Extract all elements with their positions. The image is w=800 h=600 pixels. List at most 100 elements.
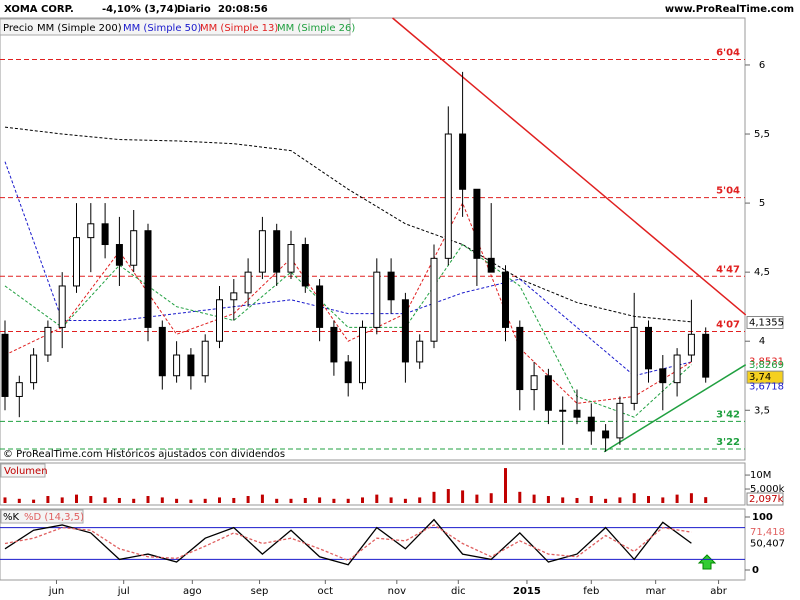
candle-body xyxy=(101,223,109,246)
candle-body xyxy=(444,133,452,259)
volume-bar xyxy=(446,489,450,503)
legend-entry: MM (Simple 26) xyxy=(277,23,355,34)
volume-bar xyxy=(132,498,136,503)
trend-line xyxy=(392,17,747,316)
candle-body xyxy=(559,409,567,412)
legend-box xyxy=(0,18,351,36)
legend-entry: MM (Simple 13) xyxy=(200,23,278,34)
legend-entry: MM (Simple 50) xyxy=(123,23,201,34)
candle-body xyxy=(287,244,295,273)
y-tick-label: 5,5 xyxy=(754,129,770,140)
price-tag-label: 4,1355 xyxy=(749,317,784,328)
candle-body xyxy=(473,188,481,259)
volume-bar xyxy=(203,498,207,503)
volume-bar xyxy=(17,498,21,503)
candle-body xyxy=(258,230,266,273)
stoch-panel xyxy=(0,508,746,581)
price-tag xyxy=(746,315,784,329)
volume-bar xyxy=(689,493,693,503)
volume-bar xyxy=(604,498,608,503)
volume-bar xyxy=(117,497,121,503)
candle-body xyxy=(216,299,223,342)
x-tick-label: jun xyxy=(48,586,64,597)
volume-bar xyxy=(289,498,293,503)
volume-panel xyxy=(0,462,746,506)
candle-body xyxy=(387,271,395,301)
volume-bar xyxy=(46,496,50,503)
candle-body xyxy=(301,244,309,287)
volume-bar xyxy=(618,497,622,503)
candle-body xyxy=(602,430,610,439)
price-tag-label: 3,8531 xyxy=(749,357,784,368)
level-label: 4'07 xyxy=(716,320,740,331)
moving-average xyxy=(4,201,692,404)
y-tick-label: 0 xyxy=(752,565,759,576)
candle-body xyxy=(73,237,80,287)
volume-bar xyxy=(346,498,350,503)
x-tick-label: oct xyxy=(318,586,334,597)
candle-body xyxy=(373,271,381,328)
candle-body xyxy=(187,354,195,377)
candle-body xyxy=(630,326,638,404)
candle-body xyxy=(530,375,538,391)
stoch-line xyxy=(4,518,692,566)
candle-body xyxy=(702,333,710,378)
price-tag-label: 3,6718 xyxy=(749,382,784,393)
y-tick-label: 5 xyxy=(759,198,765,209)
x-tick-label: abr xyxy=(710,586,727,597)
volume-bar xyxy=(704,497,708,503)
volume-bar xyxy=(189,499,193,503)
symbol: XOMA CORP. xyxy=(4,4,74,15)
volume-bar xyxy=(575,497,579,503)
price-tag-label: 3,74 xyxy=(749,372,771,383)
volume-bar xyxy=(518,491,522,503)
price-tag xyxy=(746,370,784,384)
candle-body xyxy=(316,285,324,328)
candle-body xyxy=(587,416,595,432)
candle-body xyxy=(44,326,52,356)
volume-bar xyxy=(589,496,593,503)
stoch-last-label: 71,418 xyxy=(750,527,785,538)
footnote: © ProRealTime.com Históricos ajustados c… xyxy=(3,448,285,460)
candle-body xyxy=(673,354,681,384)
legend-entry: Precio xyxy=(3,23,33,34)
x-tick-label: 2015 xyxy=(513,586,541,597)
volume-bar xyxy=(332,498,336,503)
volume-bar xyxy=(389,497,393,503)
candle-body xyxy=(173,354,181,377)
volume-bar xyxy=(504,468,507,503)
y-tick-label: 100 xyxy=(752,512,773,523)
volume-bar xyxy=(3,497,7,503)
y-tick-label: 3,5 xyxy=(754,405,770,416)
period: Diario xyxy=(177,4,211,15)
volume-bar xyxy=(32,499,36,503)
candle-body xyxy=(1,333,9,397)
volume-bar xyxy=(432,491,436,503)
volume-bar xyxy=(675,494,679,503)
price-tag xyxy=(746,492,784,506)
panel-title: %K xyxy=(3,512,20,523)
level-label: 6'04 xyxy=(716,47,740,58)
volume-bar xyxy=(361,497,364,503)
volume-bar xyxy=(232,497,236,503)
volume-bar xyxy=(461,490,465,503)
candle-body xyxy=(87,223,95,239)
candle-body xyxy=(487,257,495,273)
x-tick-label: jul xyxy=(117,586,130,597)
volume-bar xyxy=(546,496,550,503)
y-tick-label: 6 xyxy=(759,60,765,71)
stoch-line xyxy=(4,524,692,562)
volume-bar xyxy=(418,497,422,503)
candle-body xyxy=(687,333,695,356)
volume-bar xyxy=(561,497,565,503)
x-tick-label: nov xyxy=(388,586,406,597)
level-label: 3'22 xyxy=(716,437,740,448)
level-label: 3'42 xyxy=(716,409,740,420)
site: www.ProRealTime.com xyxy=(665,4,794,15)
candle-body xyxy=(58,285,66,328)
volume-bar xyxy=(303,497,307,503)
candle-body xyxy=(158,326,166,377)
level-label: 4'47 xyxy=(716,264,740,275)
candle-body xyxy=(459,133,467,190)
